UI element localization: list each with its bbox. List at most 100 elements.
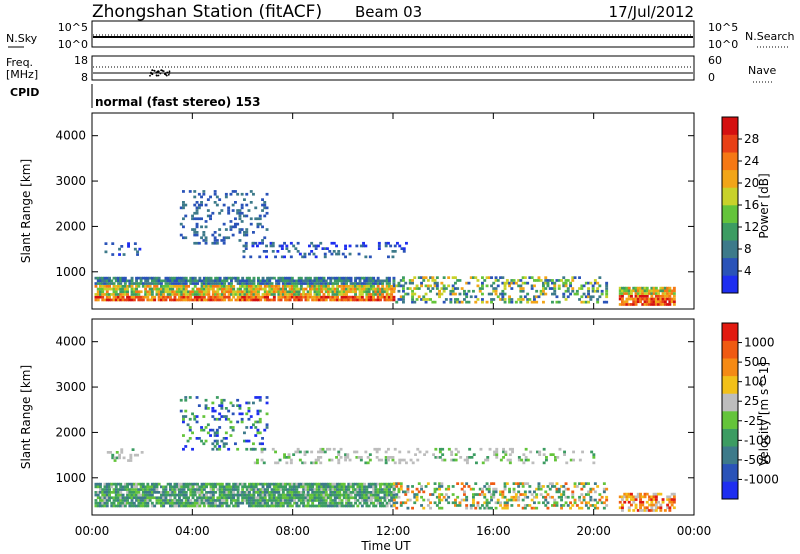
echo-cell <box>625 292 629 295</box>
echo-cell <box>641 495 645 499</box>
echo-cell <box>196 485 199 489</box>
echo-cell <box>444 298 448 301</box>
echo-cell <box>330 252 334 256</box>
echo-cell <box>318 298 321 302</box>
echo-cell <box>306 290 310 294</box>
echo-cell <box>230 276 233 280</box>
echo-cell <box>292 244 296 248</box>
echo-cell <box>654 303 658 306</box>
echo-cell <box>605 504 609 507</box>
echo-cell <box>398 450 402 454</box>
echo-cell <box>306 501 310 505</box>
echo-cell <box>189 501 193 505</box>
echo-cell <box>182 293 186 296</box>
echo-cell <box>438 456 442 459</box>
echo-cell <box>395 506 399 510</box>
echo-cell <box>99 491 102 494</box>
echo-cell <box>209 491 213 494</box>
echo-cell <box>634 303 638 306</box>
echo-cell <box>582 292 586 296</box>
echo-cell <box>239 285 242 288</box>
echo-cell <box>347 501 351 505</box>
echo-cell <box>266 491 269 494</box>
echo-cell <box>528 276 532 279</box>
echo-cell <box>333 482 337 486</box>
echo-cell <box>243 231 246 234</box>
echo-cell <box>399 295 403 299</box>
echo-cell <box>261 491 265 494</box>
echo-cell <box>110 496 114 500</box>
echo-cell <box>245 401 249 405</box>
echo-cell <box>578 498 581 502</box>
echo-cell <box>393 244 397 248</box>
echo-cell <box>238 404 242 407</box>
echo-cell <box>286 282 290 285</box>
echo-cell <box>342 293 346 296</box>
echo-cell <box>234 225 237 229</box>
echo-cell <box>356 287 360 291</box>
echo-cell <box>517 495 521 499</box>
echo-cell <box>249 255 253 259</box>
echo-cell <box>281 276 285 280</box>
echo-cell <box>259 504 263 508</box>
echo-cell <box>295 285 299 288</box>
echo-cell <box>272 276 276 280</box>
echo-cell <box>207 285 211 288</box>
echo-cell <box>216 298 220 302</box>
echo-cell <box>652 286 656 290</box>
echo-cell <box>114 285 118 288</box>
echo-cell <box>415 498 419 502</box>
echo-cell <box>329 499 333 502</box>
echo-cell <box>277 282 281 285</box>
freq-point <box>160 69 163 72</box>
echo-cell <box>331 482 335 486</box>
echo-cell <box>117 295 120 299</box>
echo-cell <box>236 501 240 505</box>
echo-cell <box>399 279 403 282</box>
echo-cell <box>630 303 633 306</box>
echo-cell <box>460 300 464 304</box>
echo-cell <box>438 295 441 299</box>
x-tick-label: 00:00 <box>75 524 110 538</box>
echo-cell <box>189 493 193 497</box>
echo-cell <box>200 428 203 432</box>
echo-cell <box>266 298 269 302</box>
echo-cell <box>169 298 172 302</box>
echo-cell <box>324 287 328 291</box>
echo-cell <box>132 504 136 508</box>
echo-cell <box>593 482 597 485</box>
echo-cell <box>414 453 417 456</box>
echo-cell <box>578 506 581 510</box>
echo-cell <box>101 295 105 299</box>
echo-cell <box>157 290 161 294</box>
echo-cell <box>308 252 311 256</box>
echo-cell <box>240 192 244 196</box>
echo-cell <box>367 491 371 494</box>
echo-cell <box>666 289 670 293</box>
echo-cell <box>222 415 226 418</box>
echo-cell <box>503 506 507 510</box>
echo-cell <box>304 499 308 502</box>
echo-cell <box>236 287 240 291</box>
echo-cell <box>150 504 154 508</box>
echo-cell <box>215 239 219 242</box>
echo-cell <box>150 282 154 285</box>
echo-cell <box>645 300 649 304</box>
echo-cell <box>514 482 518 485</box>
echo-cell <box>281 496 285 500</box>
echo-cell <box>645 509 649 512</box>
echo-cell <box>573 501 577 505</box>
echo-cell <box>150 496 154 500</box>
echo-cell <box>397 284 401 288</box>
echo-cell <box>304 488 308 491</box>
echo-cell <box>349 482 353 486</box>
echo-cell <box>529 450 533 454</box>
echo-cell <box>367 285 371 288</box>
echo-cell <box>215 439 219 443</box>
echo-cell <box>103 491 107 494</box>
echo-cell <box>191 482 195 486</box>
echo-cell <box>324 501 328 505</box>
echo-cell <box>313 499 317 502</box>
echo-cell <box>315 493 319 497</box>
echo-cell <box>451 287 455 290</box>
